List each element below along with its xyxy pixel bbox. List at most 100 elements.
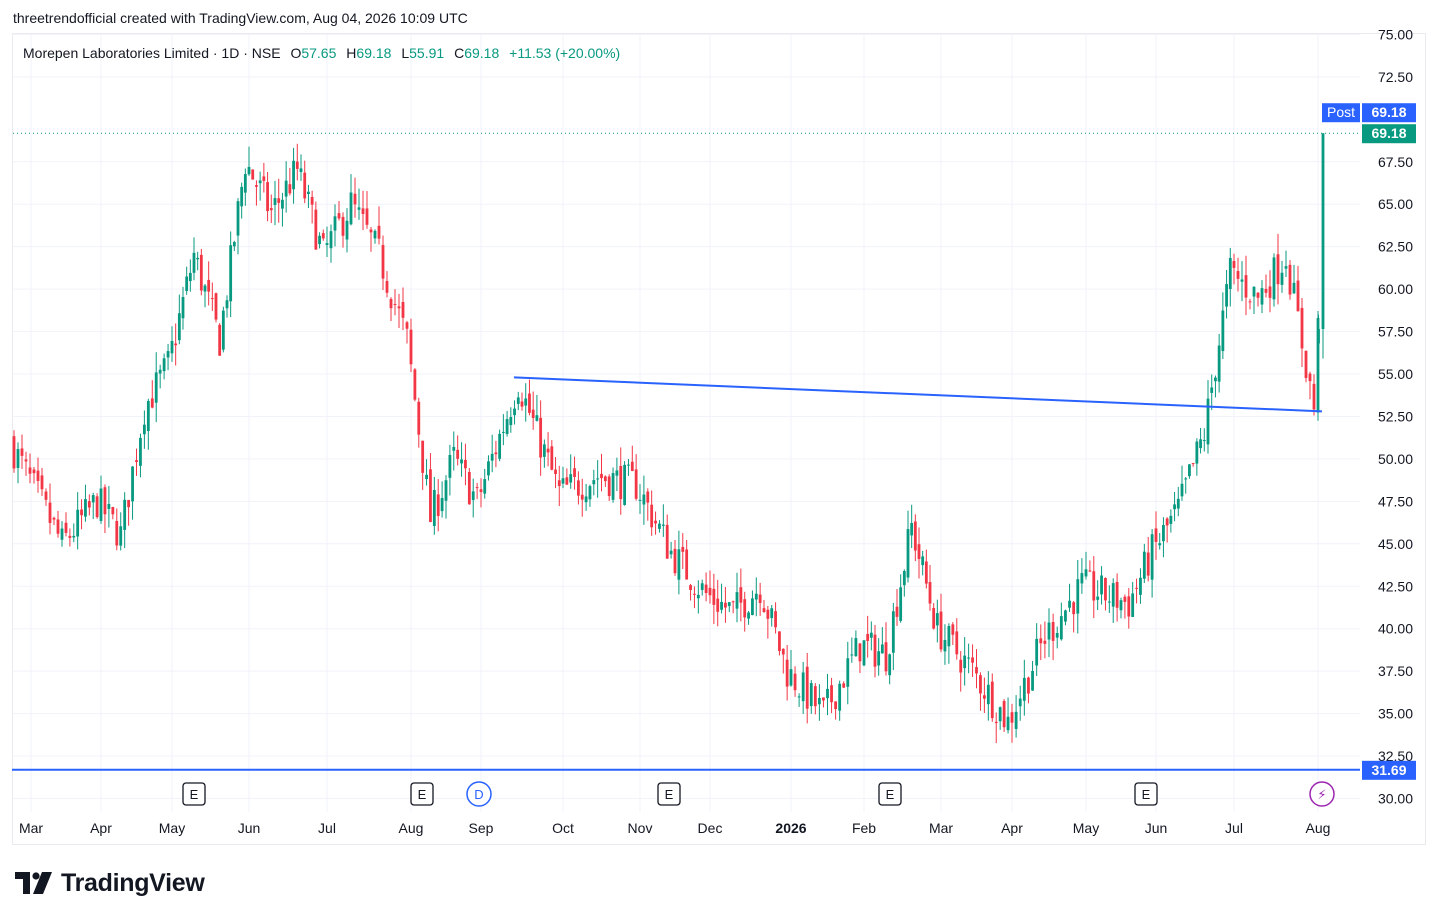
candle-body <box>314 209 318 250</box>
candle-body <box>318 235 321 245</box>
candle-body <box>154 372 158 403</box>
candle-body <box>1022 677 1026 701</box>
candle-body <box>341 216 345 236</box>
candle-body <box>64 522 68 533</box>
candle-body <box>888 654 892 676</box>
x-tick-label: Jun <box>1145 820 1168 836</box>
candle-body <box>1047 622 1051 640</box>
candle-body <box>325 243 329 246</box>
candle-body <box>607 476 611 497</box>
earnings-marker[interactable] <box>410 782 434 806</box>
post-price-label: 69.18 <box>1371 104 1406 120</box>
candle-body <box>895 606 899 617</box>
candle-body <box>225 300 229 309</box>
candle-body <box>284 180 288 197</box>
candle-body <box>921 556 925 566</box>
candle-body <box>906 529 910 578</box>
candle-body <box>603 476 607 482</box>
earnings-marker-label: E <box>886 787 895 802</box>
candle-body <box>429 469 432 522</box>
candle-body <box>535 415 539 421</box>
candle-body <box>1252 286 1256 297</box>
split-marker[interactable] <box>1309 781 1335 807</box>
y-tick-label: 50.00 <box>1378 451 1413 467</box>
candle-body <box>266 182 269 212</box>
candle-body <box>509 416 513 426</box>
candle-body <box>910 523 914 536</box>
candle-body <box>273 198 277 205</box>
candle-body <box>1146 552 1150 576</box>
candle-body <box>778 631 781 651</box>
x-tick-label: May <box>1073 820 1099 836</box>
candle-body <box>1292 282 1296 294</box>
earnings-marker[interactable] <box>657 782 681 806</box>
candle-body <box>720 601 723 610</box>
split-marker-label: ⚡ <box>1317 787 1326 802</box>
candle-body <box>611 473 615 500</box>
candle-body <box>174 343 178 346</box>
candle-body <box>494 452 498 455</box>
candle-body <box>712 588 716 605</box>
candle-body <box>240 186 244 207</box>
candle-body <box>630 461 634 471</box>
high-label: H <box>346 45 357 61</box>
earnings-marker[interactable] <box>1134 782 1158 806</box>
candle-body <box>596 478 600 480</box>
low-value: 55.91 <box>409 45 445 61</box>
candle-body <box>1228 257 1232 290</box>
candle-body <box>565 477 569 485</box>
candle-body <box>785 659 789 687</box>
earnings-marker[interactable] <box>878 782 902 806</box>
tradingview-logo-text: TradingView <box>61 868 205 897</box>
candle-body <box>229 245 233 302</box>
candle-body <box>87 501 91 508</box>
post-badge <box>1322 103 1360 123</box>
candle-body <box>203 285 207 292</box>
candle-body <box>858 643 862 662</box>
candle-body <box>1035 638 1039 666</box>
dividend-marker[interactable] <box>466 781 492 807</box>
candle-body <box>1240 279 1244 282</box>
candle-body <box>381 245 385 279</box>
candle-body <box>199 254 203 291</box>
candle-body <box>646 491 650 503</box>
candle-body <box>1084 569 1088 577</box>
candle-body <box>214 293 218 320</box>
close-value: 69.18 <box>464 45 500 61</box>
candle-body <box>877 651 881 666</box>
candle-body <box>483 479 487 494</box>
candle-body <box>557 480 561 487</box>
earnings-marker[interactable] <box>182 782 206 806</box>
candle-body <box>329 231 333 249</box>
candle-body <box>1316 317 1320 413</box>
trendline[interactable] <box>513 376 1323 413</box>
candle-body <box>1321 133 1325 330</box>
y-tick-label: 47.50 <box>1378 493 1413 509</box>
candle-body <box>727 602 731 607</box>
candle-body <box>869 632 873 638</box>
candle-body <box>1135 587 1138 589</box>
candle-body <box>123 499 127 530</box>
tradingview-logo[interactable]: TradingView <box>15 869 205 897</box>
candle-body <box>479 489 483 493</box>
candle-body <box>971 657 974 663</box>
candle-body <box>1068 600 1071 608</box>
candle-body <box>917 544 921 560</box>
candle-body <box>188 272 192 282</box>
chart-caption: threetrendofficial created with TradingV… <box>13 10 468 26</box>
candle-body <box>854 638 858 657</box>
candle-body <box>1111 583 1115 607</box>
x-tick-label: Mar <box>929 820 953 836</box>
candle-body <box>982 695 986 699</box>
candle-body <box>1284 266 1288 269</box>
candle-body <box>569 474 573 483</box>
candle-body <box>1195 441 1199 464</box>
candle-body <box>584 496 588 503</box>
candle-body <box>955 631 959 655</box>
candle-body <box>1308 373 1312 382</box>
candle-body <box>84 499 87 517</box>
candle-body <box>561 478 565 484</box>
candle-body <box>951 624 955 635</box>
candle-body <box>1268 286 1272 298</box>
